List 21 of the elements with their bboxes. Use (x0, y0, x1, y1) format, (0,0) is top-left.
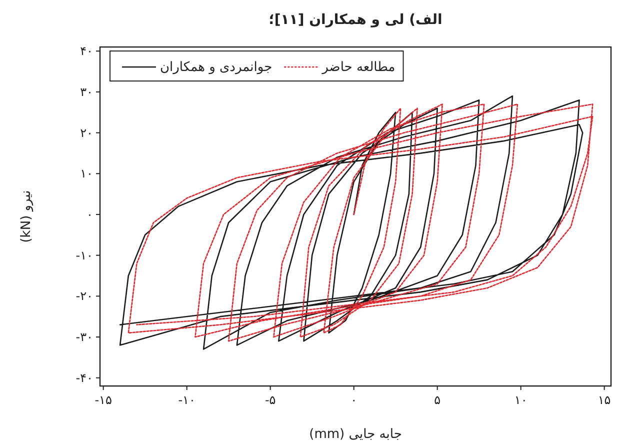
x-tick-label: -۵ (264, 393, 276, 407)
x-tick-label: -۱۵ (94, 393, 112, 407)
y-tick-label: -۱۰ (76, 248, 93, 262)
x-tick-label: ۱۰ (514, 393, 528, 407)
y-tick-label: ۴۰ (80, 44, 93, 58)
x-tick-label: -۱۰ (178, 393, 196, 407)
y-tick-label: ۱۰ (80, 166, 93, 181)
y-tick-label: -۴۰ (76, 370, 93, 385)
x-axis-title: جابه جایی (mm) (309, 427, 402, 442)
x-tick-label: ۰ (350, 393, 358, 407)
legend-label: مطالعه حاضر (321, 60, 396, 75)
y-tick-label: -۳۰ (76, 330, 93, 344)
x-tick-label: ۵ (434, 393, 441, 407)
y-tick-label: ۳۰ (80, 84, 93, 99)
y-axis-title: نیرو (kN) (19, 190, 34, 243)
y-tick-label: ۰ (86, 207, 93, 222)
y-tick-label: -۲۰ (76, 289, 93, 304)
chart-title: الف) لی و همکاران [۱۱]؛ (268, 12, 442, 28)
y-tick-label: ۲۰ (80, 126, 93, 140)
x-tick-label: ۱۵ (598, 393, 611, 407)
legend-label: جوانمردی و همکاران (160, 60, 272, 75)
